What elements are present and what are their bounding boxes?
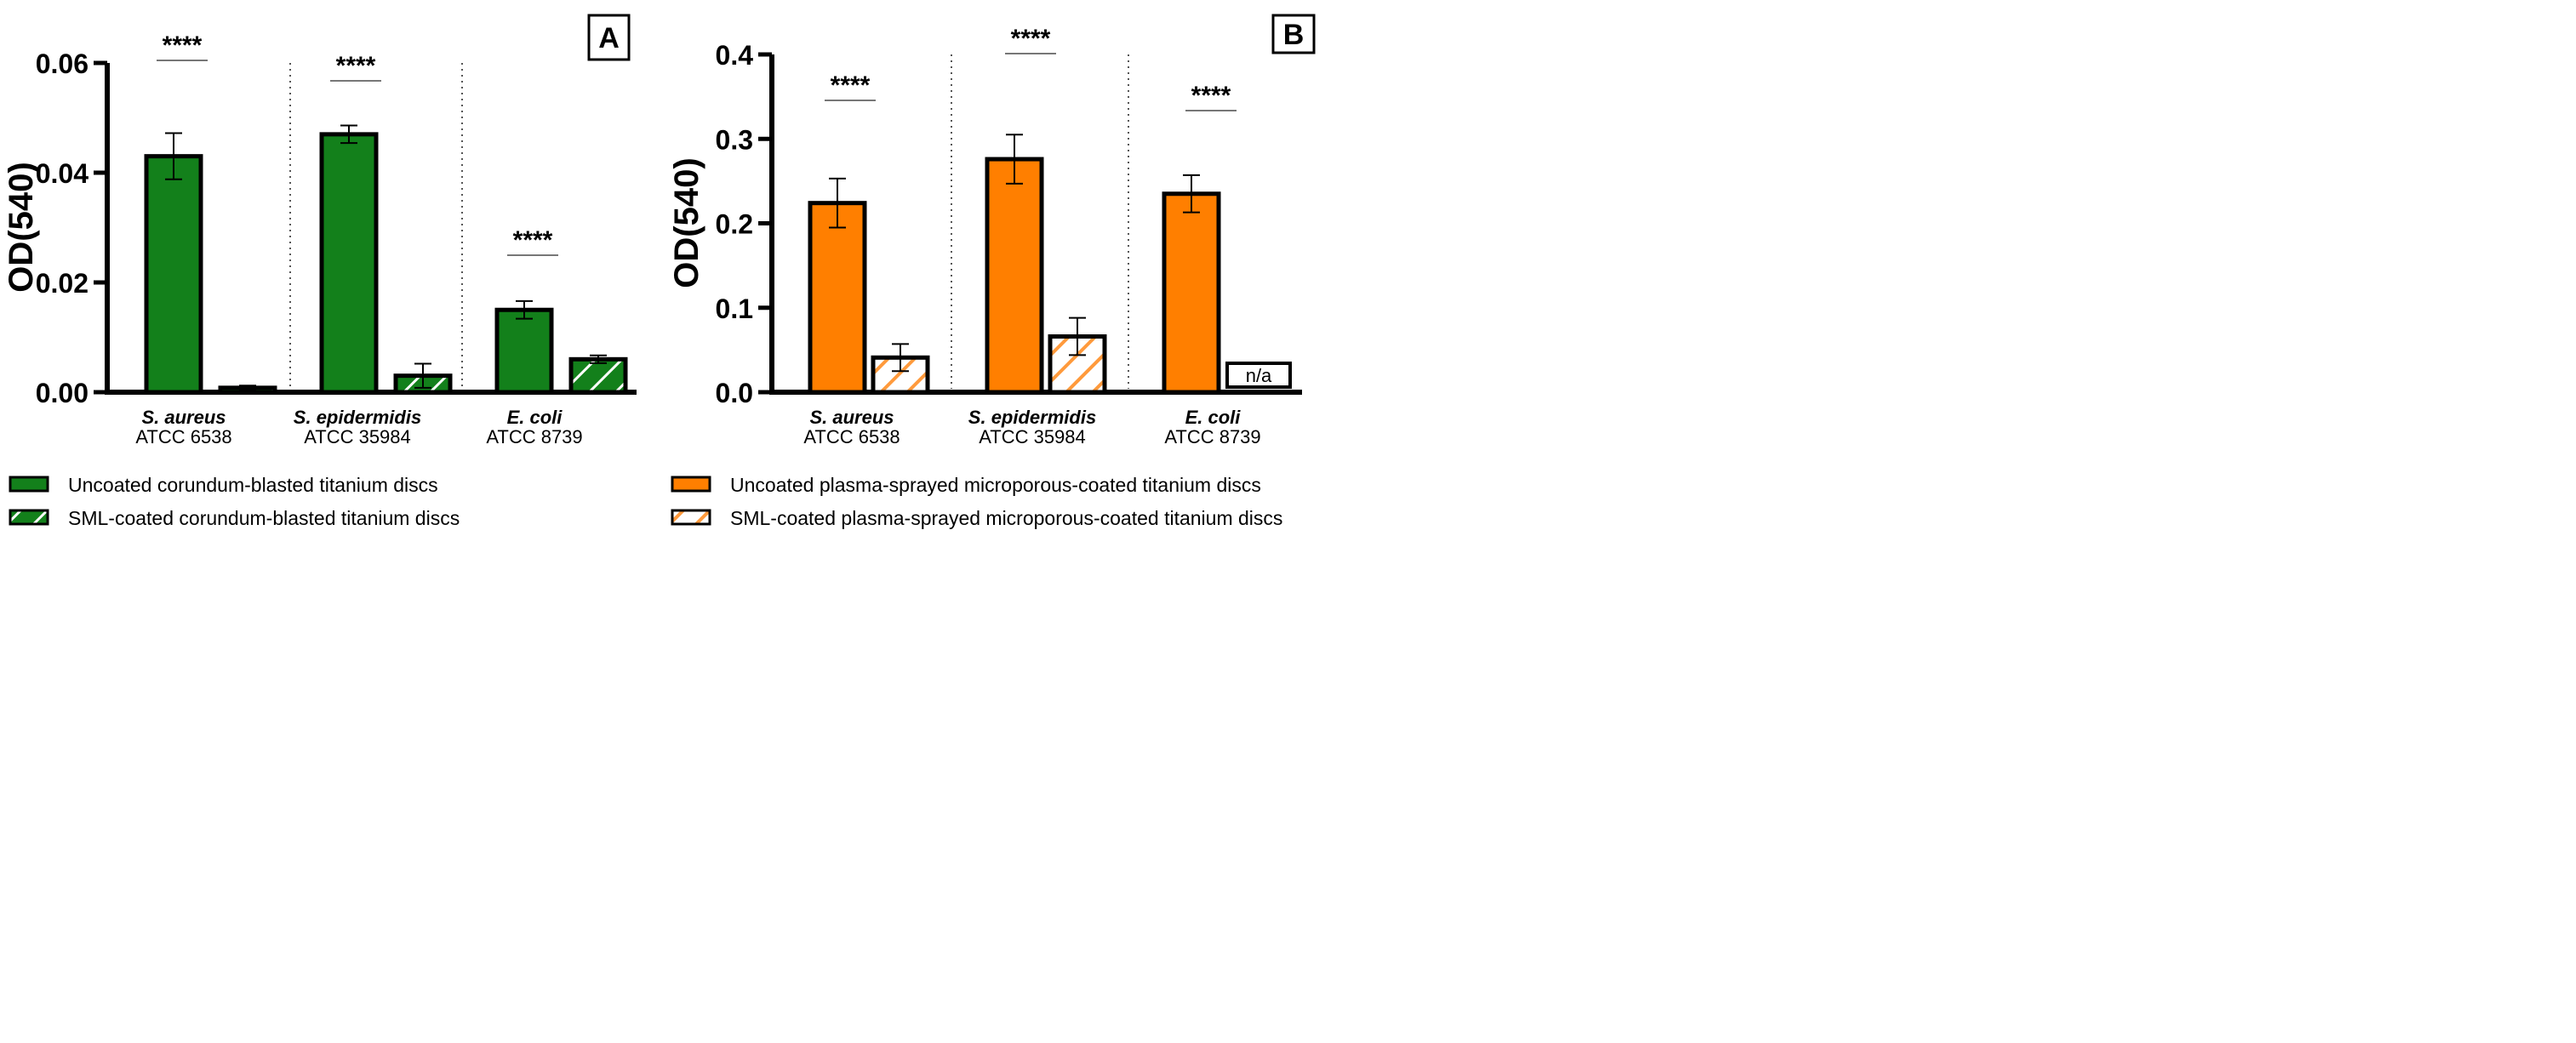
category-name: S. aureus: [809, 407, 894, 428]
significance-stars: ****: [1191, 82, 1231, 110]
legend-label: SML-coated plasma-sprayed microporous-co…: [730, 507, 1282, 529]
category-strain: ATCC 8739: [486, 426, 582, 447]
category-name: E. coli: [1185, 407, 1242, 428]
legend-swatch: [671, 509, 711, 526]
category-name: S. epidermidis: [968, 407, 1096, 428]
category-strain: ATCC 6538: [803, 426, 900, 447]
bar: [144, 154, 203, 395]
legend-a: Uncoated corundum-blasted titanium discs…: [9, 474, 460, 529]
y-tick-label: 0.00: [36, 378, 89, 408]
bar: [319, 132, 379, 395]
y-tick-label: 0.04: [36, 158, 89, 189]
panel-label: A: [598, 22, 620, 54]
y-tick-label: 0.3: [716, 124, 753, 155]
category-strain: ATCC 35984: [979, 426, 1086, 447]
missing-bar-box: [1225, 362, 1292, 389]
y-axis-title: OD(540): [668, 157, 705, 288]
y-tick-label: 0.1: [716, 294, 753, 324]
panel-label: B: [1283, 19, 1305, 51]
significance-stars: ****: [1011, 25, 1051, 53]
panel-label-box: [587, 14, 631, 61]
category-name: E. coli: [507, 407, 563, 428]
y-tick-label: 0.4: [716, 40, 754, 71]
legend-b: Uncoated plasma-sprayed microporous-coat…: [671, 474, 1282, 529]
legend-swatch: [9, 476, 49, 493]
bar: [808, 201, 867, 395]
legend-label: SML-coated corundum-blasted titanium dis…: [68, 507, 460, 529]
panel-b-chart: 0.00.10.20.30.4OD(540)B****S. aureusATCC…: [668, 14, 1316, 447]
missing-bar-label: n/a: [1246, 365, 1272, 386]
y-tick-label: 0.02: [36, 268, 89, 299]
category-strain: ATCC 8739: [1164, 426, 1260, 447]
legend-label: Uncoated corundum-blasted titanium discs: [68, 474, 438, 496]
bar: [494, 307, 554, 395]
y-tick-label: 0.0: [716, 378, 753, 408]
significance-stars: ****: [163, 31, 203, 60]
category-name: S. aureus: [141, 407, 226, 428]
legend-swatch: [671, 476, 711, 493]
significance-stars: ****: [336, 52, 376, 80]
bar: [1162, 191, 1221, 395]
category-strain: ATCC 35984: [304, 426, 411, 447]
panel-label-box: [1271, 14, 1316, 54]
legend-swatch: [9, 509, 49, 526]
bar: [568, 356, 628, 395]
significance-stars: ****: [831, 71, 871, 100]
y-tick-label: 0.06: [36, 48, 89, 79]
y-tick-label: 0.2: [716, 209, 753, 240]
y-axis-title: OD(540): [3, 162, 40, 292]
bar: [985, 157, 1044, 395]
legend-label: Uncoated plasma-sprayed microporous-coat…: [730, 474, 1261, 496]
category-name: S. epidermidis: [294, 407, 421, 428]
category-strain: ATCC 6538: [135, 426, 231, 447]
significance-stars: ****: [513, 226, 553, 254]
